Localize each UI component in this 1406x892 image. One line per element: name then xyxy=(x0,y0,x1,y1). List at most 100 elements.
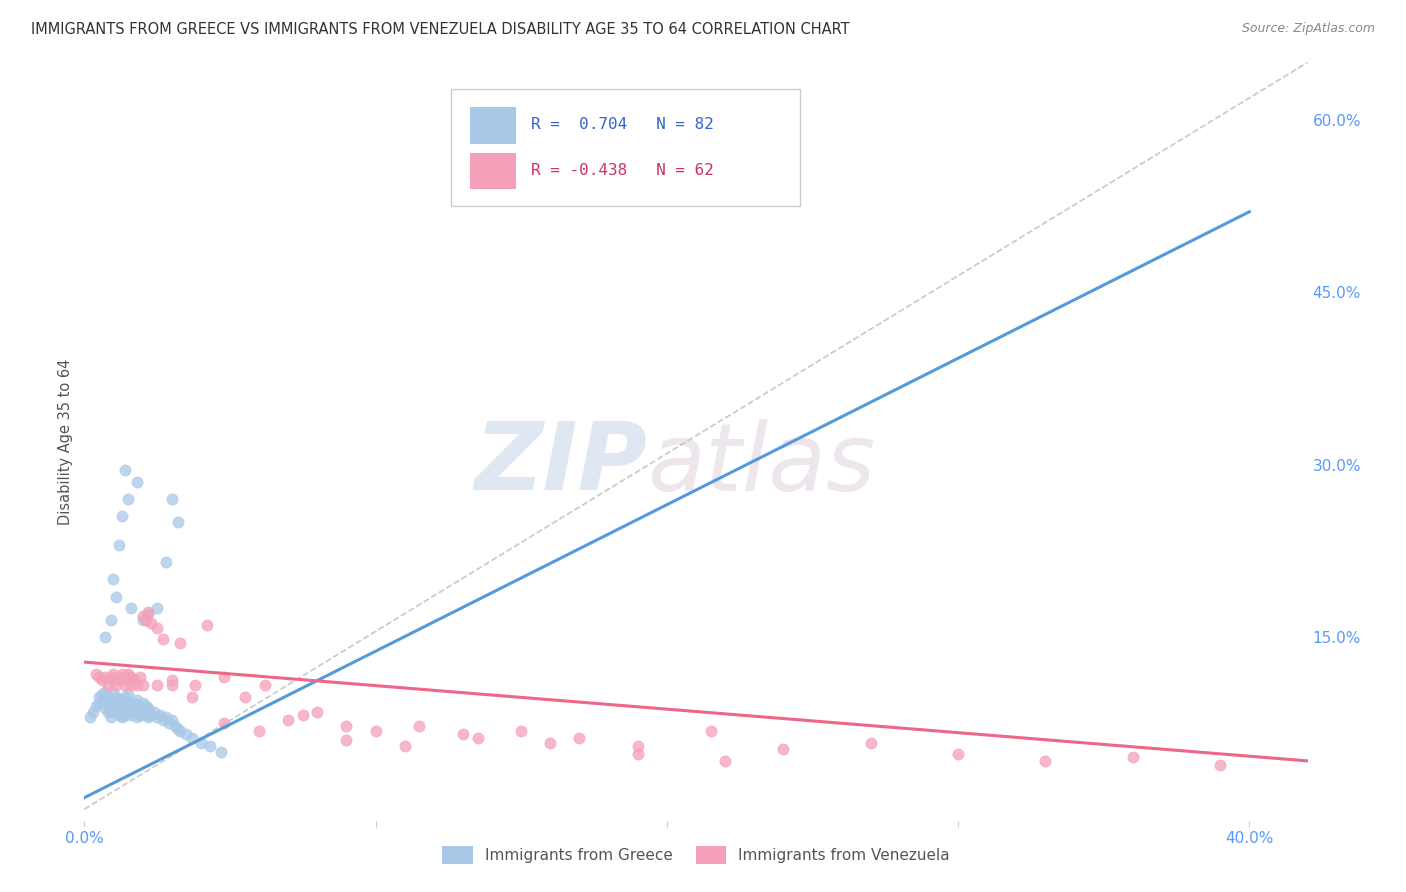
Point xyxy=(291,708,314,723)
Text: R = -0.438   N = 62: R = -0.438 N = 62 xyxy=(531,162,714,178)
Point xyxy=(120,670,142,684)
Point xyxy=(160,713,183,727)
Point xyxy=(408,719,430,733)
Point xyxy=(100,693,122,707)
Point xyxy=(233,690,256,704)
Point xyxy=(100,670,122,684)
Point xyxy=(195,618,218,632)
Point xyxy=(181,690,204,704)
Point xyxy=(103,693,125,707)
Point xyxy=(146,601,169,615)
Point xyxy=(125,701,148,715)
Point xyxy=(1035,754,1057,768)
Point xyxy=(946,747,969,761)
Point xyxy=(87,690,110,704)
Point xyxy=(100,710,122,724)
Point xyxy=(122,705,145,719)
Point xyxy=(212,670,235,684)
Point xyxy=(105,705,128,719)
Point xyxy=(131,705,153,719)
Point xyxy=(93,701,115,715)
Point xyxy=(160,678,183,692)
Point xyxy=(111,666,134,681)
Point xyxy=(627,747,650,761)
Point xyxy=(166,722,188,736)
Point xyxy=(131,697,153,711)
Point xyxy=(146,621,169,635)
Point xyxy=(169,724,191,739)
Point xyxy=(141,708,163,723)
Point xyxy=(105,690,128,704)
Point xyxy=(84,666,107,681)
Point xyxy=(111,701,134,715)
Point xyxy=(138,710,160,724)
Point xyxy=(108,538,131,552)
Point xyxy=(174,727,197,741)
Point xyxy=(212,716,235,731)
Point xyxy=(510,724,533,739)
Point xyxy=(1122,750,1144,764)
Point xyxy=(117,687,139,701)
Text: IMMIGRANTS FROM GREECE VS IMMIGRANTS FROM VENEZUELA DISABILITY AGE 35 TO 64 CORR: IMMIGRANTS FROM GREECE VS IMMIGRANTS FRO… xyxy=(31,22,849,37)
Point xyxy=(117,666,139,681)
Point xyxy=(627,739,650,753)
Point xyxy=(105,590,128,604)
Point xyxy=(114,698,136,713)
Point xyxy=(93,685,115,699)
Point xyxy=(157,716,180,731)
Point xyxy=(335,719,357,733)
Point xyxy=(114,690,136,704)
FancyBboxPatch shape xyxy=(451,89,800,207)
Point xyxy=(128,708,150,723)
Point xyxy=(108,670,131,684)
Point xyxy=(117,697,139,711)
FancyBboxPatch shape xyxy=(470,153,516,189)
Point xyxy=(149,708,172,723)
Point xyxy=(568,731,591,745)
Point xyxy=(120,708,142,723)
Text: R =  0.704   N = 82: R = 0.704 N = 82 xyxy=(531,117,714,132)
Point xyxy=(90,687,112,701)
Point xyxy=(138,607,160,621)
Point xyxy=(97,678,120,692)
Point xyxy=(184,678,207,692)
Point xyxy=(97,705,120,719)
Point xyxy=(163,719,186,733)
Point xyxy=(103,698,125,713)
Point xyxy=(141,615,163,630)
Point xyxy=(160,673,183,688)
Point xyxy=(125,710,148,724)
Point xyxy=(103,685,125,699)
Point xyxy=(97,697,120,711)
Point xyxy=(146,678,169,692)
Point xyxy=(93,670,115,684)
Point xyxy=(97,690,120,704)
Point xyxy=(169,635,191,649)
Point xyxy=(117,705,139,719)
Point xyxy=(155,555,177,569)
Point xyxy=(772,742,794,756)
Point xyxy=(198,739,221,753)
Point xyxy=(82,705,104,719)
Point xyxy=(277,713,299,727)
Point xyxy=(117,491,139,506)
Point xyxy=(714,754,737,768)
Point xyxy=(131,609,153,624)
Point xyxy=(143,705,166,719)
Point xyxy=(307,705,329,719)
Point xyxy=(87,697,110,711)
Point xyxy=(117,670,139,684)
Point xyxy=(247,724,270,739)
Point xyxy=(859,735,882,749)
Point xyxy=(335,733,357,747)
Point xyxy=(131,678,153,692)
Legend: Immigrants from Greece, Immigrants from Venezuela: Immigrants from Greece, Immigrants from … xyxy=(436,840,956,870)
Point xyxy=(394,739,416,753)
Point xyxy=(84,698,107,713)
Point xyxy=(538,735,561,749)
Point xyxy=(135,613,157,627)
Point xyxy=(79,710,101,724)
Point xyxy=(125,693,148,707)
Text: Source: ZipAtlas.com: Source: ZipAtlas.com xyxy=(1241,22,1375,36)
Point xyxy=(108,708,131,723)
